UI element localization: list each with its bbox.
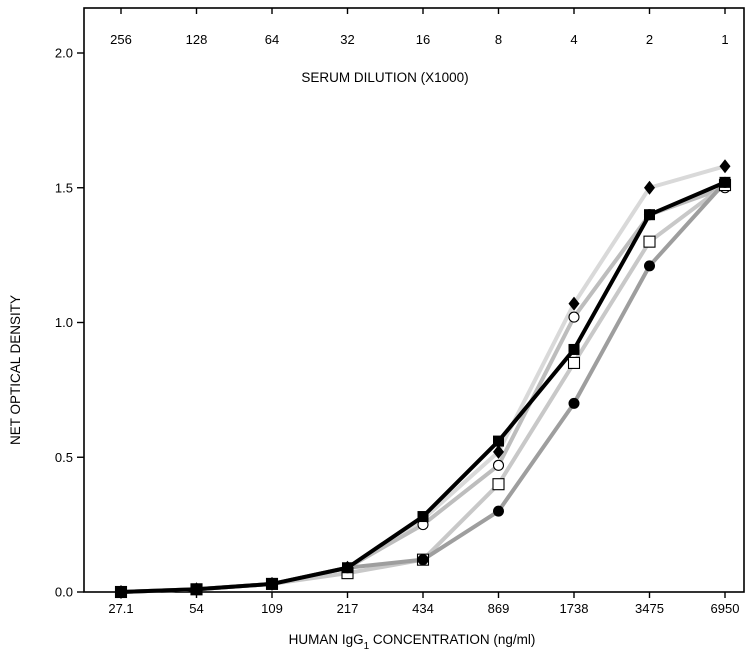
- top-tick-label: 128: [186, 32, 208, 47]
- top-tick-label: 4: [570, 32, 577, 47]
- filled-square-marker: [719, 176, 731, 188]
- diamond-marker: [644, 180, 655, 195]
- filled-square-marker: [644, 209, 655, 221]
- top-tick-label: 32: [340, 32, 354, 47]
- filled-square-marker: [493, 435, 504, 447]
- x-tick-label: 109: [261, 601, 283, 616]
- x-tick-label: 217: [337, 601, 359, 616]
- y-tick-label: 1.0: [55, 315, 73, 330]
- series-line: [119, 183, 727, 594]
- filled-square-marker: [342, 562, 353, 574]
- filled-square-marker: [266, 578, 278, 590]
- x-tick-label: 434: [412, 601, 434, 616]
- y-tick-label: 2.0: [55, 46, 73, 61]
- x-tick-label: 869: [488, 601, 510, 616]
- x-tick-label: 54: [189, 601, 203, 616]
- filled-circle-marker: [493, 505, 504, 517]
- top-tick-label: 1: [721, 32, 728, 47]
- filled-circle-marker: [417, 554, 429, 566]
- filled-circle-marker: [644, 260, 655, 272]
- open-circle-marker: [492, 459, 505, 471]
- x-axis-title-main: HUMAN IgG: [289, 632, 364, 647]
- top-tick-label: 256: [110, 32, 132, 47]
- x-tick-label: 1738: [560, 601, 589, 616]
- top-tick-label: 64: [265, 32, 279, 47]
- axes-layer: 0.0 0.5 1.0 1.5 2.0 27.1 54 109 217 434 869 1738 347…: [55, 8, 740, 616]
- y-tick-label: 1.5: [55, 180, 73, 195]
- x-axis-title-subscript: 1: [364, 641, 370, 652]
- filled-square-marker: [417, 511, 429, 523]
- x-tick-label: 27.1: [108, 601, 133, 616]
- x-axis-title-suffix: CONCENTRATION (ng/ml): [369, 632, 535, 647]
- top-axis-title: SERUM DILUTION (X1000): [301, 70, 468, 85]
- plot-frame: [83, 7, 745, 593]
- diamond-marker: [719, 159, 731, 174]
- filled-square-marker: [191, 583, 202, 595]
- x-tick-label: 6950: [711, 601, 740, 616]
- y-tick-label: 0.5: [55, 450, 73, 465]
- open-square-marker: [643, 235, 656, 248]
- diamond-marker: [568, 296, 580, 311]
- open-square-marker: [492, 478, 505, 491]
- filled-square-marker: [568, 343, 580, 355]
- filled-circle-marker: [568, 397, 580, 409]
- series-line: [119, 185, 727, 594]
- open-circle-marker: [568, 311, 580, 323]
- top-tick-label: 2: [646, 32, 653, 47]
- y-axis-title: NET OPTICAL DENSITY: [8, 295, 23, 445]
- diamond-marker: [493, 444, 504, 459]
- y-tick-label: 0.0: [55, 585, 73, 600]
- open-square-marker: [567, 356, 581, 369]
- top-tick-label: 8: [495, 32, 502, 47]
- series-layer: [114, 159, 732, 599]
- top-tick-label: 16: [416, 32, 430, 47]
- x-axis-title: HUMAN IgG1 CONCENTRATION (ng/ml): [289, 632, 536, 652]
- x-tick-label: 3475: [635, 601, 664, 616]
- series-line: [119, 180, 727, 594]
